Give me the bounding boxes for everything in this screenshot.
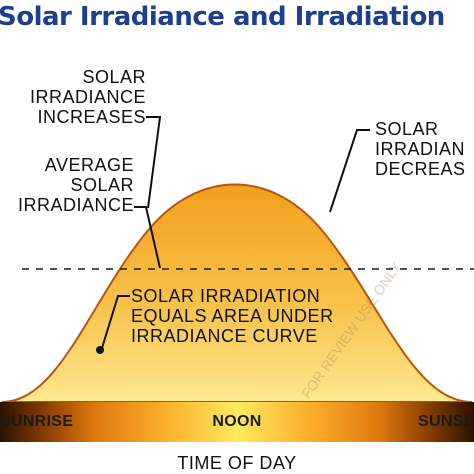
label-line: INCREASES — [37, 107, 146, 127]
label-irradiance-decreases: SOLAR IRRADIAN DECREAS — [375, 119, 474, 179]
leader-line-irradiation — [101, 295, 130, 349]
leader-line-increases — [146, 116, 162, 209]
irradiation-marker-dot — [96, 346, 104, 354]
label-line: EQUALS AREA UNDER — [131, 306, 334, 326]
noon-label: NOON — [212, 413, 262, 430]
label-line: IRRADIANCE — [29, 87, 146, 107]
time-of-day-bar — [0, 402, 474, 442]
time-of-day-axis-label: TIME OF DAY — [177, 453, 297, 473]
sunrise-label: SUNRISE — [0, 413, 74, 430]
irradiance-curve — [1, 183, 473, 403]
label-irradiation: SOLAR IRRADIATION EQUALS AREA UNDER IRRA… — [131, 286, 334, 346]
diagram-title: Solar Irradiance and Irradiation — [0, 2, 445, 32]
leader-line-average — [134, 206, 161, 269]
label-line: DECREAS — [375, 159, 466, 179]
label-irradiance-increases: SOLAR IRRADIANCE INCREASES — [20, 67, 146, 127]
label-average-irradiance: AVERAGE SOLAR IRRADIANCE — [10, 155, 134, 215]
label-line: SOLAR IRRADIATION — [131, 286, 321, 306]
label-line: SOLAR — [70, 175, 134, 195]
label-line: IRRADIANCE — [17, 195, 134, 215]
label-line: SOLAR — [82, 67, 146, 87]
label-line: SOLAR — [375, 119, 439, 139]
label-line: IRRADIAN — [375, 139, 466, 159]
leader-line-decreases — [329, 129, 370, 213]
label-line: AVERAGE — [44, 155, 134, 175]
sunset-label: SUNSE — [418, 413, 474, 430]
label-line: IRRADIANCE CURVE — [131, 326, 318, 346]
